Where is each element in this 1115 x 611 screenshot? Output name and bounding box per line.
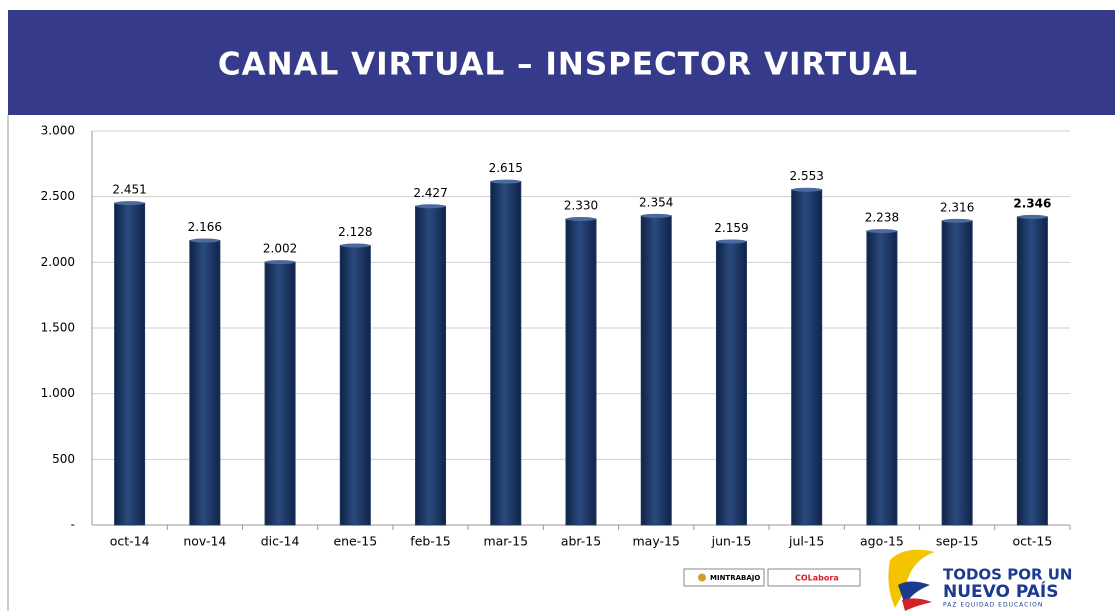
x-tick-label: ago-15	[860, 534, 904, 549]
plot: - 500 1.000 1.500 2.000 2.500 3.000 oct-14 2.451…	[41, 124, 1071, 549]
y-tick-label: 500	[52, 452, 75, 466]
bar	[941, 220, 973, 526]
bar-cap	[490, 179, 521, 184]
bar-cap	[791, 187, 822, 192]
bar	[791, 189, 823, 526]
x-tick-label: ene-15	[333, 534, 377, 549]
value-label: 2.615	[489, 161, 523, 175]
value-label: 2.330	[564, 198, 598, 212]
x-tick-label: sep-15	[936, 534, 979, 549]
bar-cap	[340, 243, 371, 248]
value-label: 2.451	[112, 183, 146, 197]
bar	[339, 245, 371, 526]
value-label: 2.128	[338, 225, 372, 239]
bar-cap	[114, 201, 145, 206]
brand-text: PAZ EQUIDAD EDUCACION	[943, 602, 1043, 609]
x-tick-label: may-15	[633, 534, 680, 549]
bar	[114, 202, 146, 526]
header-band	[8, 10, 1115, 115]
bar	[1016, 216, 1048, 526]
value-label: 2.346	[1013, 196, 1051, 210]
logo-box	[767, 568, 861, 587]
brand-shape	[902, 598, 932, 611]
bar-cap	[415, 204, 446, 209]
bar	[565, 218, 597, 526]
logo-box	[683, 568, 765, 587]
logo-text: COLabora	[795, 574, 839, 583]
bar	[715, 240, 747, 526]
x-tick-label: mar-15	[483, 534, 528, 549]
bar	[264, 261, 296, 526]
brand-shape	[888, 549, 935, 608]
bar	[490, 181, 522, 526]
value-label: 2.354	[639, 195, 673, 209]
brand-text: NUEVO PAÍS	[943, 580, 1059, 602]
value-label: 2.316	[940, 200, 974, 214]
bar	[866, 230, 898, 526]
bar-cap	[942, 218, 973, 223]
y-tick-label: 3.000	[41, 124, 75, 138]
x-tick-label: feb-15	[410, 534, 450, 549]
y-tick-label: 2.000	[41, 255, 75, 269]
y-tick-label: 1.500	[41, 321, 75, 335]
bar-cap	[566, 216, 596, 221]
bar-cap	[866, 229, 897, 234]
brand-text: TODOS POR UN	[943, 566, 1072, 584]
x-tick-label: dic-14	[261, 534, 300, 549]
bar	[189, 240, 221, 526]
x-tick-label: nov-14	[183, 534, 226, 549]
value-label: 2.166	[188, 220, 222, 234]
bar-cap	[189, 238, 220, 243]
bar	[415, 205, 447, 526]
x-tick-label: jun-15	[711, 534, 752, 549]
x-tick-label: abr-15	[561, 534, 601, 549]
value-label: 2.238	[865, 211, 899, 225]
x-tick-label: oct-15	[1012, 534, 1052, 549]
y-tick-label: -	[71, 518, 75, 532]
value-label: 2.553	[790, 169, 824, 183]
y-tick-label: 1.000	[41, 386, 75, 400]
footer: MINTRABAJO COLabora TODOS POR UN NUEVO P…	[683, 549, 1072, 611]
logo-text: MINTRABAJO	[710, 574, 760, 582]
x-tick-label: jul-15	[788, 534, 824, 549]
y-tick-label: 2.500	[41, 189, 75, 203]
bar-cap	[641, 213, 672, 218]
chart-title: CANAL VIRTUAL – INSPECTOR VIRTUAL	[218, 47, 918, 83]
bar-cap	[716, 239, 747, 244]
value-label: 2.002	[263, 242, 297, 256]
bar-cap	[1017, 214, 1048, 219]
value-label: 2.159	[714, 221, 748, 235]
x-tick-label: oct-14	[110, 534, 150, 549]
bar	[640, 215, 672, 526]
bar-cap	[265, 260, 296, 265]
logo-icon	[698, 573, 706, 582]
value-label: 2.427	[413, 186, 447, 200]
